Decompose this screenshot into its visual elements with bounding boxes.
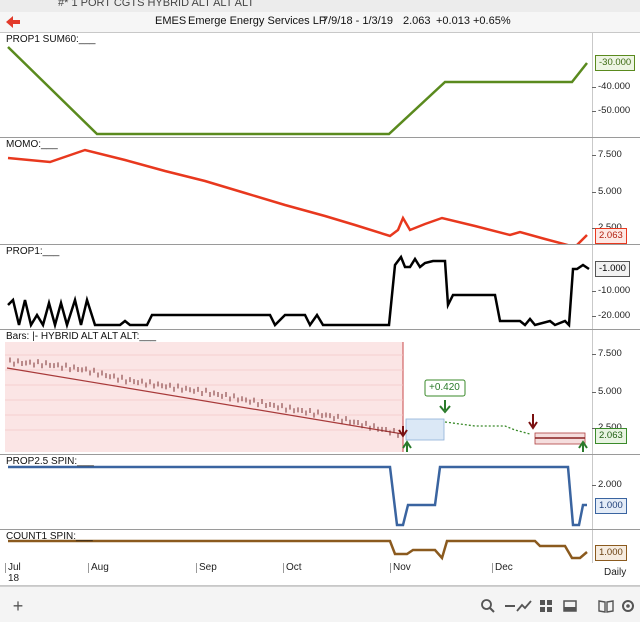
plot-area[interactable] bbox=[5, 530, 593, 563]
y-tick: 2.500 bbox=[592, 222, 622, 233]
current-value-tag: -1.000 bbox=[595, 261, 630, 277]
line-chart-icon[interactable] bbox=[516, 598, 532, 614]
panel-label: PROP1:___ bbox=[6, 246, 60, 257]
y-tick: 2.000 bbox=[592, 479, 622, 490]
y-tick: 5.000 bbox=[592, 186, 622, 197]
y-axis: 1.000 bbox=[593, 530, 640, 563]
grid-icon[interactable] bbox=[538, 598, 554, 614]
plot-area[interactable] bbox=[5, 33, 593, 137]
bottom-toolbar: + bbox=[0, 586, 640, 622]
plot-area[interactable] bbox=[5, 245, 593, 329]
y-tick: 7.500 bbox=[592, 149, 622, 160]
panel-prop1[interactable]: PROP1:___ -10.000 -20.000 -1.000 bbox=[0, 245, 640, 330]
x-month-label: Oct bbox=[283, 563, 302, 573]
momo-line bbox=[7, 148, 588, 244]
y-tick: -10.000 bbox=[591, 285, 631, 296]
symbol-ticker[interactable]: EMES bbox=[155, 15, 187, 27]
x-month-label: Dec bbox=[492, 563, 513, 573]
y-tick: -20.000 bbox=[591, 310, 631, 321]
search-icon[interactable] bbox=[480, 598, 496, 614]
x-month-label: Aug bbox=[88, 563, 109, 573]
plus-icon[interactable]: + bbox=[12, 596, 24, 616]
last-price: 2.063 bbox=[403, 15, 431, 27]
window-title: #* 1 PORT CGTS HYBRID ALT ALT ALT bbox=[58, 0, 255, 9]
x-month-label: Jul bbox=[5, 563, 21, 573]
interval-selector[interactable]: Daily bbox=[604, 567, 627, 578]
x-month-label: Sep bbox=[196, 563, 217, 573]
plot-area[interactable] bbox=[5, 138, 593, 244]
panel-icon[interactable] bbox=[562, 598, 578, 614]
y-tick: -50.000 bbox=[591, 105, 631, 116]
y-axis: -10.000 -20.000 -1.000 bbox=[591, 245, 640, 329]
company-name: Emerge Energy Services LP bbox=[188, 15, 327, 27]
panel-label: PROP1 SUM60:___ bbox=[6, 34, 96, 45]
date-range[interactable]: 7/9/18 - 1/3/19 bbox=[322, 15, 393, 27]
panel-count1-spin[interactable]: COUNT1 SPIN:___ 1.000 bbox=[0, 530, 640, 564]
panel-price-bars[interactable]: Bars: |- HYBRID ALT ALT ALT:___ bbox=[0, 330, 640, 455]
y-tick: -40.000 bbox=[591, 81, 631, 92]
current-value-tag: -30.000 bbox=[595, 55, 636, 71]
panel-label: PROP2.5 SPIN:___ bbox=[6, 456, 94, 467]
panel-label: COUNT1 SPIN:___ bbox=[6, 531, 93, 542]
prop25-spin-line bbox=[8, 465, 587, 527]
y-axis: 7.500 5.000 2.500 2.063 bbox=[592, 138, 640, 244]
y-tick: 7.500 bbox=[592, 348, 622, 359]
prop1-line bbox=[7, 254, 590, 329]
current-value-tag: 1.000 bbox=[595, 545, 627, 561]
panel-label: Bars: |- HYBRID ALT ALT ALT:___ bbox=[6, 331, 157, 342]
price-change-annotation: +0.420 bbox=[429, 382, 460, 393]
plot-area[interactable] bbox=[5, 455, 593, 529]
y-tick: 2.500 bbox=[592, 422, 622, 433]
price-change-pct: +0.65% bbox=[473, 15, 511, 27]
back-arrow-icon[interactable] bbox=[6, 16, 20, 28]
y-axis: 2.000 1.000 bbox=[592, 455, 640, 529]
y-axis: -40.000 -50.000 -30.000 bbox=[591, 33, 640, 137]
y-tick: 5.000 bbox=[592, 386, 622, 397]
current-value-tag: 2.063 bbox=[595, 428, 627, 444]
current-value-tag: 1.000 bbox=[595, 498, 627, 514]
x-axis: Jul Aug Sep Oct Nov Dec 18 Daily bbox=[0, 563, 640, 586]
x-year-label: 18 bbox=[8, 573, 20, 584]
prop1-sum60-line bbox=[7, 46, 588, 136]
settings-icon[interactable] bbox=[620, 598, 636, 614]
x-month-label: Nov bbox=[390, 563, 411, 573]
y-axis: 7.500 5.000 2.500 2.063 bbox=[592, 330, 640, 454]
plot-area[interactable]: +0.420 bbox=[5, 330, 593, 454]
count1-spin-line bbox=[8, 539, 588, 561]
price-change: +0.013 bbox=[436, 15, 470, 27]
panel-momo[interactable]: MOMO:___ 7.500 5.000 2.500 2.063 bbox=[0, 138, 640, 245]
current-value-tag: 2.063 bbox=[595, 228, 627, 244]
panel-label: MOMO:___ bbox=[6, 139, 58, 150]
zoom-out-icon[interactable] bbox=[502, 598, 518, 614]
price-bars-chart bbox=[5, 342, 588, 452]
book-icon[interactable] bbox=[598, 598, 614, 614]
panel-prop1-sum60[interactable]: PROP1 SUM60:___ -40.000 -50.000 -30.000 bbox=[0, 33, 640, 138]
symbol-toolbar: EMES Emerge Energy Services LP 7/9/18 - … bbox=[0, 12, 640, 33]
panel-prop25-spin[interactable]: PROP2.5 SPIN:___ 2.000 1.000 bbox=[0, 455, 640, 530]
